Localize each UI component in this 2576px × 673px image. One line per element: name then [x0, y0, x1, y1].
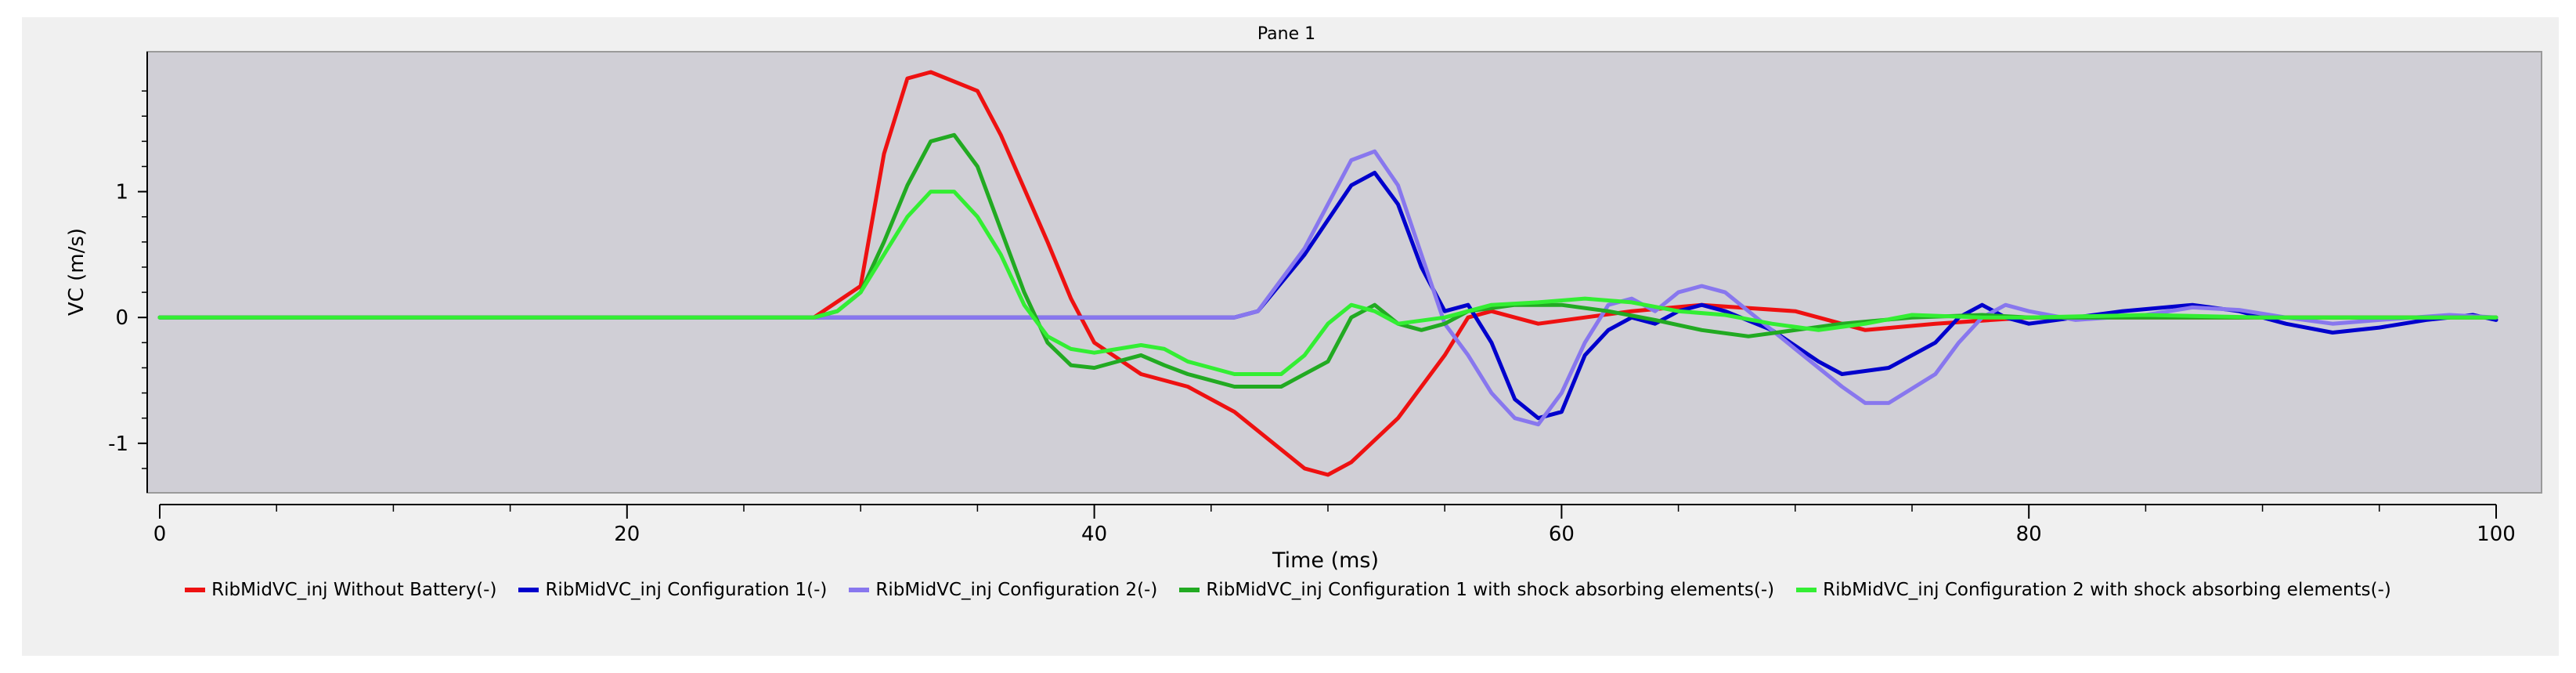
- legend-swatch: [185, 588, 206, 592]
- x-tick-label: 60: [1549, 523, 1575, 546]
- x-tick-label: 80: [2016, 523, 2042, 546]
- series-line-3: [157, 149, 2498, 427]
- legend-label: RibMidVC_inj Configuration 2(-): [875, 580, 1158, 600]
- chart-title: Pane 1: [1257, 24, 1315, 44]
- y-tick-label: 0: [115, 306, 128, 330]
- legend-item-5: RibMidVC_inj Configuration 2 with shock …: [1796, 580, 2391, 600]
- legend-label: RibMidVC_inj Configuration 1 with shock …: [1206, 580, 1775, 600]
- legend-label: RibMidVC_inj Without Battery(-): [211, 580, 497, 600]
- legend-item-1: RibMidVC_inj Without Battery(-): [185, 580, 496, 600]
- x-tick-label: 20: [614, 523, 640, 546]
- plot-area: [146, 51, 2542, 494]
- x-tick-label: 40: [1081, 523, 1107, 546]
- x-axis-label: Time (ms): [1272, 548, 1379, 573]
- y-tick-label: -1: [108, 432, 128, 456]
- chart-frame: Pane 1 VC (m/s) Time (ms) -1 0 1 0 20 40 60 80 1…: [22, 17, 2559, 656]
- legend-swatch: [849, 588, 870, 592]
- legend-swatch: [1796, 588, 1817, 592]
- legend-swatch: [1179, 588, 1200, 592]
- x-tick-label: 0: [153, 523, 167, 546]
- y-tick-label: 1: [115, 181, 128, 204]
- legend-item-4: RibMidVC_inj Configuration 1 with shock …: [1179, 580, 1774, 600]
- series-line-5: [157, 190, 2498, 376]
- legend-label: RibMidVC_inj Configuration 2 with shock …: [1823, 580, 2391, 600]
- x-tick-label: 100: [2477, 523, 2516, 546]
- legend: RibMidVC_inj Without Battery(-) RibMidVC_…: [0, 580, 2576, 600]
- legend-swatch: [518, 588, 539, 592]
- series-group: [157, 70, 2498, 477]
- legend-label: RibMidVC_inj Configuration 1(-): [545, 580, 828, 600]
- legend-item-3: RibMidVC_inj Configuration 2(-): [849, 580, 1157, 600]
- series-line-1: [157, 70, 2498, 477]
- legend-item-2: RibMidVC_inj Configuration 1(-): [518, 580, 827, 600]
- y-axis-label: VC (m/s): [65, 228, 88, 316]
